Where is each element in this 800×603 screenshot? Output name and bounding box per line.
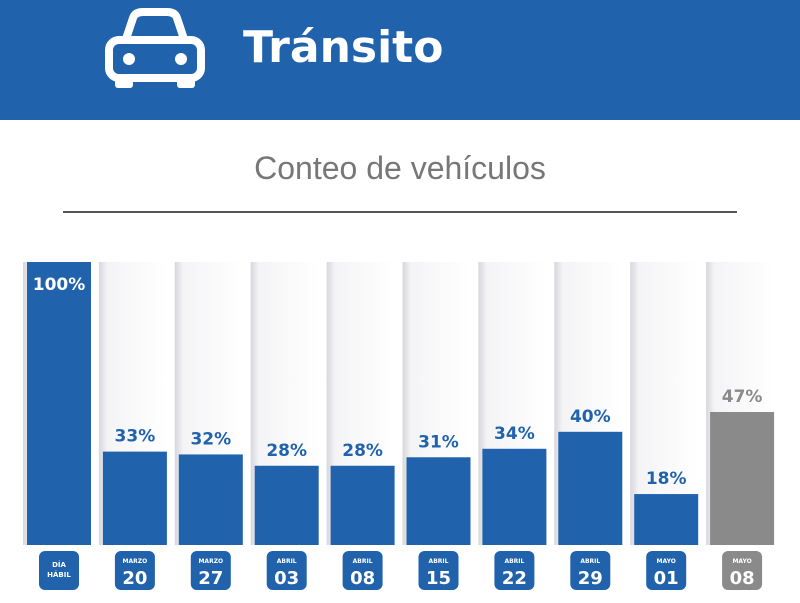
date-badge: [494, 551, 535, 590]
category-month: MARZO: [198, 558, 223, 565]
date-badge: [418, 551, 459, 590]
date-badge: [646, 551, 687, 590]
date-badge: [114, 551, 155, 590]
category-month: ABRIL: [277, 558, 297, 565]
page-title: Tránsito: [243, 22, 444, 73]
category-day: 08: [350, 568, 375, 589]
bar: [406, 457, 471, 545]
data-label: 28%: [266, 441, 307, 461]
bar: [178, 454, 243, 545]
bar: [27, 262, 91, 545]
bar: [102, 451, 167, 545]
date-badge: [39, 551, 79, 590]
data-label: 100%: [33, 275, 86, 295]
data-label: 31%: [418, 432, 459, 452]
category-day: 20: [122, 568, 147, 589]
category-month: MARZO: [123, 558, 148, 565]
category-month: ABRIL: [429, 558, 449, 565]
chart-subtitle: Conteo de vehículos: [254, 150, 546, 186]
date-badge: [342, 551, 383, 590]
category-day: 22: [502, 568, 527, 589]
data-label: 47%: [722, 387, 763, 407]
data-label: 33%: [115, 427, 156, 447]
category-month: MAYO: [657, 558, 676, 565]
date-badge: [190, 551, 231, 590]
date-badge: [266, 551, 307, 590]
header-banner: Tránsito: [0, 0, 800, 120]
bar: [254, 465, 319, 545]
data-label: 28%: [342, 441, 383, 461]
category-month: MAYO: [732, 558, 751, 565]
category-day: 03: [274, 568, 299, 589]
divider: [63, 211, 737, 213]
category-month: ABRIL: [580, 558, 600, 565]
bar: [482, 448, 547, 545]
category-month: ABRIL: [504, 558, 524, 565]
category-day: 27: [198, 568, 223, 589]
category-day: 29: [578, 568, 603, 589]
category-day: 01: [654, 568, 679, 589]
category-month: ABRIL: [353, 558, 373, 565]
data-label: 18%: [646, 469, 687, 489]
date-badge: [722, 551, 763, 590]
category-label: HÁBIL: [47, 570, 71, 579]
date-badge: [570, 551, 611, 590]
category-day: 08: [730, 568, 755, 589]
data-label: 32%: [190, 429, 231, 449]
car-icon: [105, 8, 205, 88]
data-label: 40%: [570, 407, 611, 427]
bar: [634, 494, 699, 545]
data-label: 34%: [494, 424, 535, 444]
bar: [710, 411, 775, 545]
category-day: 15: [426, 568, 451, 589]
bar: [558, 431, 623, 545]
category-label: DÍA: [52, 560, 66, 569]
bar: [330, 465, 395, 545]
